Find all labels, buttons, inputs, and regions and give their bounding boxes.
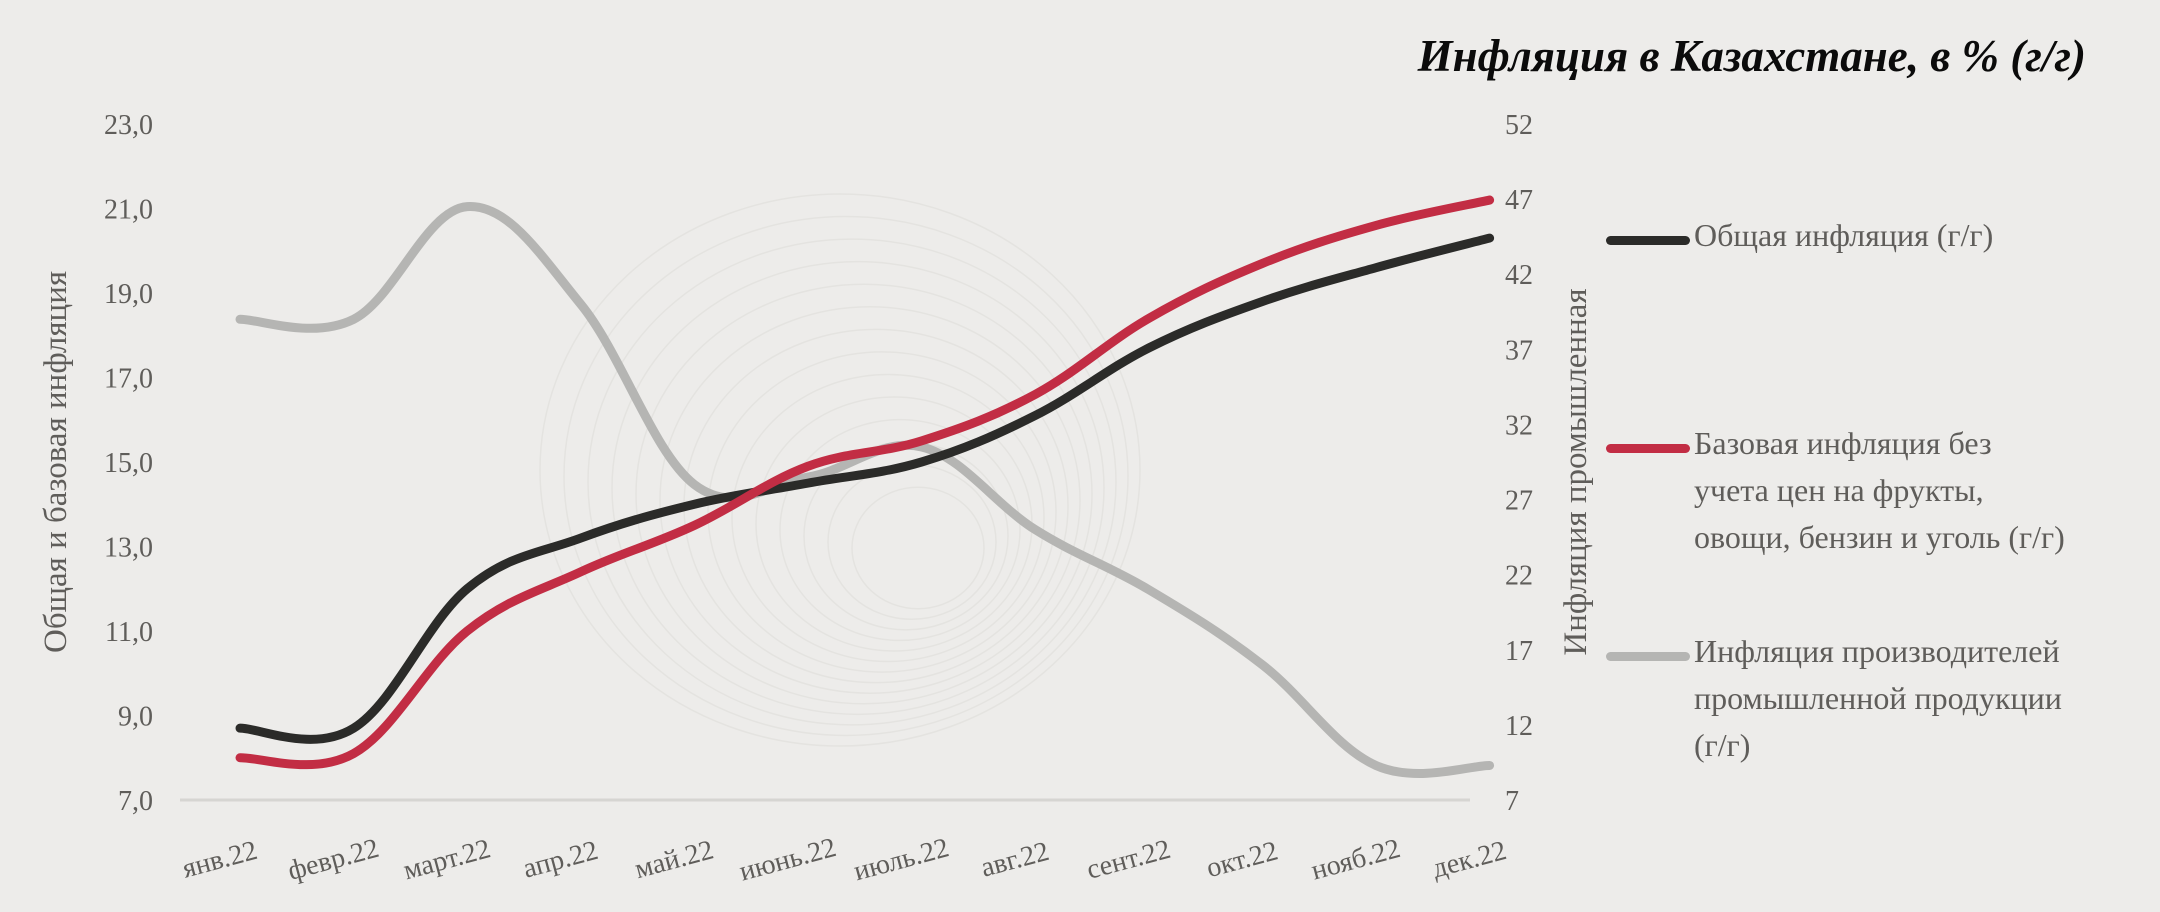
y-left-tick-label: 19,0 bbox=[104, 279, 153, 310]
y-left-tick-label: 23,0 bbox=[104, 110, 153, 141]
x-tick-label: февр.22 bbox=[285, 833, 383, 887]
legend-label-core: Базовая инфляция без учета цен на фрукты… bbox=[1694, 420, 2144, 561]
legend-label-line: учета цен на фрукты, bbox=[1694, 472, 1984, 508]
series-total-line bbox=[235, 233, 1495, 744]
x-axis: янв.22 февр.22 март.22 апр.22 май.22 июнь.22 и… bbox=[179, 832, 1510, 887]
contour-ring bbox=[635, 283, 1093, 705]
series-layer bbox=[235, 195, 1495, 778]
contour-ring bbox=[539, 193, 1141, 747]
contour-ring bbox=[611, 260, 1105, 716]
contour-ring bbox=[563, 215, 1129, 737]
y-left-tick-label: 15,0 bbox=[104, 448, 153, 479]
x-tick-label: нояб.22 bbox=[1308, 833, 1404, 886]
y-right-tick-label: 42 bbox=[1505, 260, 1533, 291]
y-left-tick-label: 9,0 bbox=[118, 702, 153, 733]
legend-label-line: Инфляция производителей bbox=[1694, 633, 2060, 669]
y-right-tick-label: 7 bbox=[1505, 786, 1519, 817]
y-left-tick-label: 17,0 bbox=[104, 364, 153, 395]
y-left-tick-label: 7,0 bbox=[118, 786, 153, 817]
y-right-tick-label: 52 bbox=[1505, 110, 1533, 141]
legend-label-line: Базовая инфляция без bbox=[1694, 425, 1992, 461]
contour-ring bbox=[851, 486, 985, 610]
y-right-tick-label: 32 bbox=[1505, 410, 1533, 441]
x-tick-label: янв.22 bbox=[179, 835, 261, 885]
legend-label-line: промышленной продукции bbox=[1694, 680, 2062, 716]
contour-ring bbox=[779, 418, 1021, 642]
legend-label-line: Общая инфляция (г/г) bbox=[1694, 217, 1994, 253]
legend-swatch-core bbox=[1606, 444, 1690, 453]
y-left-tick-label: 11,0 bbox=[105, 617, 153, 648]
y-right-tick-label: 37 bbox=[1505, 335, 1533, 366]
y-right-axis: 7 12 17 22 27 32 37 42 47 52 bbox=[1505, 110, 1533, 817]
y-left-tick-label: 21,0 bbox=[104, 195, 153, 226]
y-left-axis-title: Общая и базовая инфляция bbox=[38, 271, 74, 653]
series-producer-line bbox=[235, 202, 1495, 778]
x-tick-label: апр.22 bbox=[520, 835, 601, 885]
legend-label-line: (г/г) bbox=[1694, 727, 1751, 763]
series-core-line bbox=[235, 195, 1495, 770]
chart-title: Инфляция в Казахстане, в % (г/г) bbox=[1417, 31, 2086, 81]
x-tick-label: июль.22 bbox=[851, 832, 953, 887]
x-tick-label: дек.22 bbox=[1429, 835, 1510, 884]
contour-ring bbox=[707, 351, 1057, 673]
contour-ring bbox=[731, 373, 1045, 663]
x-tick-label: окт.22 bbox=[1203, 835, 1281, 884]
y-right-tick-label: 27 bbox=[1505, 486, 1533, 517]
y-right-axis-title: Инфляция промышленная bbox=[1558, 288, 1594, 655]
x-tick-label: май.22 bbox=[632, 834, 717, 885]
legend-swatch-producer bbox=[1606, 652, 1690, 661]
y-left-axis: 7,0 9,0 11,0 13,0 15,0 17,0 19,0 21,0 23,0 bbox=[104, 110, 153, 817]
y-left-tick-label: 13,0 bbox=[104, 533, 153, 564]
legend-swatch-total bbox=[1606, 236, 1690, 245]
y-right-tick-label: 17 bbox=[1505, 636, 1533, 667]
legend-label-line: овощи, бензин и уголь (г/г) bbox=[1694, 519, 2065, 555]
y-right-tick-label: 22 bbox=[1505, 561, 1533, 592]
legend-label-producer: Инфляция производителей промышленной про… bbox=[1694, 628, 2144, 769]
x-tick-label: июнь.22 bbox=[736, 832, 839, 887]
legend-label-total: Общая инфляция (г/г) bbox=[1694, 212, 2144, 259]
x-tick-label: март.22 bbox=[400, 833, 494, 886]
x-tick-label: авг.22 bbox=[978, 836, 1053, 884]
contour-ring bbox=[659, 306, 1081, 694]
y-right-tick-label: 12 bbox=[1505, 711, 1533, 742]
y-right-tick-label: 47 bbox=[1505, 185, 1533, 216]
x-tick-label: сент.22 bbox=[1083, 834, 1173, 886]
contour-ring bbox=[587, 238, 1117, 726]
